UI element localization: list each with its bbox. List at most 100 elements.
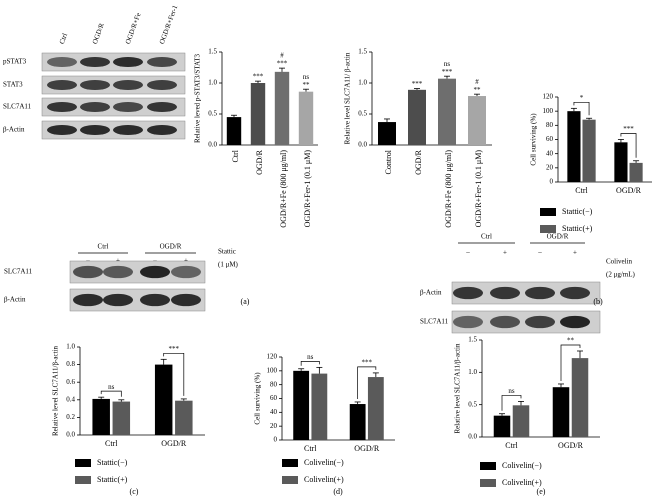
bar bbox=[298, 91, 314, 145]
bar bbox=[293, 370, 310, 440]
y-tick-label: 0.8 bbox=[66, 360, 75, 368]
blot-strip bbox=[69, 288, 206, 312]
blot-band bbox=[140, 293, 170, 307]
blot-band bbox=[171, 293, 201, 307]
significance-label: ns bbox=[303, 73, 310, 81]
y-tick-label: 1.0 bbox=[358, 79, 367, 87]
legend-swatch bbox=[480, 462, 496, 470]
row-label: β-Actin bbox=[4, 296, 26, 304]
blot-band bbox=[113, 124, 143, 136]
legend-label: Colivelin(+) bbox=[304, 475, 344, 484]
y-tick-label: 0.5 bbox=[358, 110, 367, 118]
blot-band bbox=[113, 101, 143, 113]
lane-sign: + bbox=[573, 249, 577, 257]
group-label: Ctrl bbox=[481, 233, 492, 241]
blot-band bbox=[113, 79, 143, 91]
blot-band bbox=[80, 101, 110, 113]
x-tick-label: Ctrl bbox=[575, 186, 588, 195]
blot-band bbox=[147, 101, 177, 113]
row-label: STAT3 bbox=[3, 81, 23, 89]
x-tick-label: OGD/R+Fe (800 μg/ml) bbox=[279, 150, 288, 228]
y-axis-label: Cell surviving (%) bbox=[254, 372, 262, 425]
legend-label: Colivelin(−) bbox=[502, 461, 542, 470]
row-label: SLC7A11 bbox=[3, 103, 32, 111]
blot-band bbox=[80, 56, 110, 68]
treatment-label: Stattic bbox=[218, 248, 236, 256]
y-tick-label: 80 bbox=[270, 380, 278, 388]
significance-label: ns bbox=[508, 387, 515, 395]
bar bbox=[349, 404, 366, 440]
bar bbox=[512, 405, 530, 437]
x-tick-label: OGD/R bbox=[255, 149, 264, 175]
y-tick-label: 20 bbox=[270, 422, 278, 430]
significance-label: ns bbox=[108, 383, 115, 391]
blot-strip bbox=[69, 260, 206, 284]
significance-label: *** bbox=[623, 125, 634, 133]
bar bbox=[154, 364, 173, 435]
blot-band bbox=[103, 293, 133, 307]
y-tick-label: 100 bbox=[267, 366, 278, 374]
significance-bracket bbox=[560, 344, 581, 381]
y-axis-label: Relative leved p-STAT3/STAT3 bbox=[194, 53, 202, 143]
lane-sign: – bbox=[537, 249, 542, 257]
significance-bracket bbox=[300, 361, 320, 366]
legend-swatch bbox=[540, 208, 556, 216]
bar bbox=[567, 111, 581, 182]
significance-label: *** bbox=[442, 68, 453, 76]
blot-band bbox=[103, 265, 133, 279]
panel-label: (b) bbox=[593, 297, 603, 306]
row-label: pSTAT3 bbox=[3, 58, 27, 66]
y-tick-label: 0.0 bbox=[208, 141, 217, 149]
group-label: Ctrl bbox=[98, 243, 109, 251]
y-tick-label: 120 bbox=[543, 93, 554, 101]
y-tick-label: 80 bbox=[546, 121, 554, 129]
bar bbox=[274, 71, 290, 145]
x-tick-label: OGD/R bbox=[616, 186, 642, 195]
x-tick-label: Ctrl bbox=[105, 439, 118, 448]
x-tick-label: OGD/R bbox=[414, 149, 423, 175]
row-label: β-Actin bbox=[3, 126, 25, 134]
lane-sign: – bbox=[85, 257, 90, 265]
blot-band bbox=[47, 124, 77, 136]
y-axis-label: Relative level SLC7A11/β-actin bbox=[52, 346, 60, 437]
bar bbox=[311, 373, 328, 440]
blot-band bbox=[47, 79, 77, 91]
y-tick-label: 40 bbox=[270, 408, 278, 416]
y-tick-label: 0.0 bbox=[358, 141, 367, 149]
y-tick-label: 0.5 bbox=[208, 110, 217, 118]
significance-label: *** bbox=[362, 359, 373, 367]
legend-swatch bbox=[75, 459, 91, 467]
y-tick-label: 1.5 bbox=[468, 336, 477, 344]
y-tick-label: 0.6 bbox=[66, 378, 75, 386]
blot-band bbox=[147, 124, 177, 136]
blot-band bbox=[113, 56, 143, 68]
y-tick-label: 120 bbox=[267, 353, 278, 361]
significance-label: # bbox=[280, 52, 284, 60]
legend-label: Stattic(−) bbox=[562, 207, 593, 216]
bar bbox=[226, 117, 242, 145]
y-tick-label: 1.0 bbox=[66, 343, 75, 351]
blot-band bbox=[47, 101, 77, 113]
significance-label: *** bbox=[169, 345, 180, 353]
lane-label: OGD/R bbox=[91, 22, 106, 46]
y-axis-label: Relative level SLC7A11/β-actin bbox=[454, 343, 462, 434]
blot-band bbox=[140, 265, 170, 279]
legend-swatch bbox=[282, 459, 298, 467]
group-label: OGD/R bbox=[160, 243, 182, 251]
y-tick-label: 0.0 bbox=[66, 431, 75, 439]
significance-label: *** bbox=[412, 80, 423, 88]
x-tick-label: Ctrl bbox=[304, 444, 317, 453]
blot-band bbox=[171, 265, 201, 279]
lane-sign: – bbox=[152, 257, 157, 265]
significance-label: ** bbox=[303, 81, 311, 89]
bar bbox=[552, 387, 570, 437]
x-tick-label: Ctrl bbox=[505, 441, 518, 450]
lane-sign: + bbox=[184, 257, 188, 265]
y-tick-label: 0 bbox=[550, 178, 554, 186]
y-tick-label: 40 bbox=[546, 149, 554, 157]
y-axis-label: Relative level SLC7A11/ β-actin bbox=[344, 52, 352, 144]
bar bbox=[582, 119, 596, 182]
y-tick-label: 1.5 bbox=[358, 48, 367, 56]
lane-sign: + bbox=[116, 257, 120, 265]
